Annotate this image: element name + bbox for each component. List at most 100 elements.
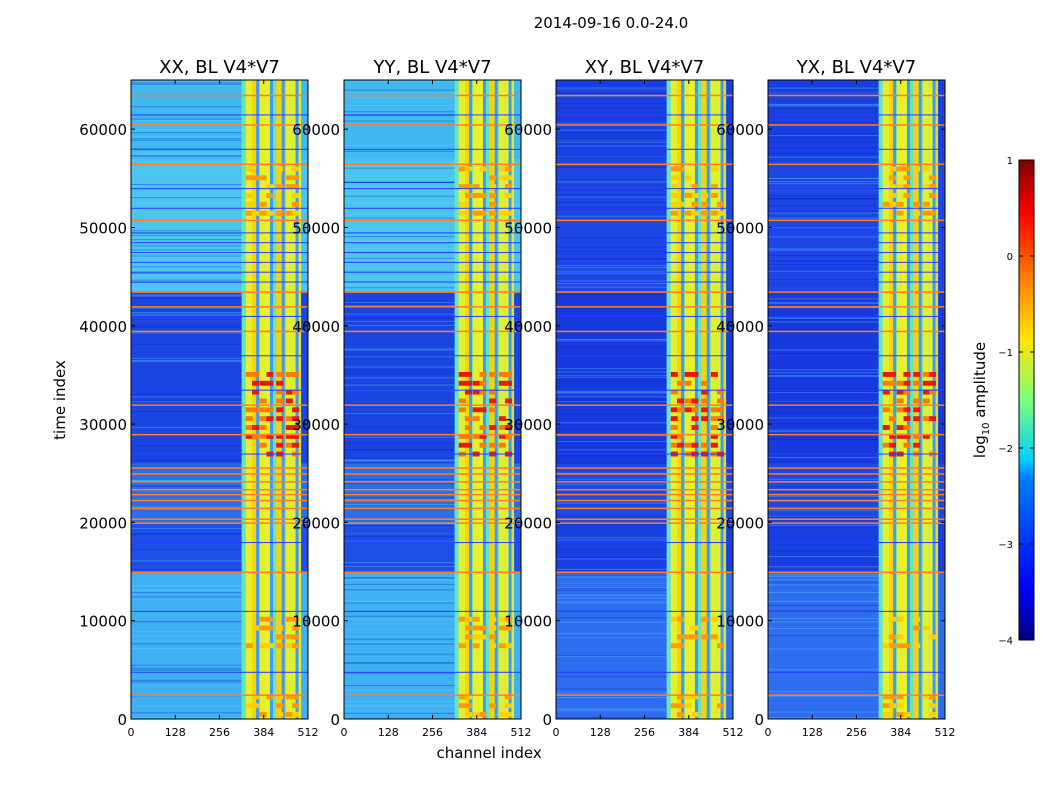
rfi-blob <box>458 433 466 439</box>
heatmap-texture <box>344 356 455 358</box>
heatmap-texture <box>556 89 667 91</box>
flag-line <box>556 507 733 510</box>
heatmap-texture <box>556 270 667 272</box>
y-tick-label: 10000 <box>716 613 764 631</box>
heatmap-texture <box>768 375 879 377</box>
rfi-blob <box>292 625 300 631</box>
rfi-blob <box>464 634 472 640</box>
rfi-blob <box>922 398 930 404</box>
heatmap-texture <box>556 502 667 504</box>
heatmap-texture <box>131 621 242 623</box>
heatmap-texture <box>131 670 242 672</box>
heatmap-texture <box>344 449 455 451</box>
heatmap-texture <box>556 292 667 294</box>
rfi-blob <box>266 193 274 198</box>
heatmap-texture <box>131 563 242 565</box>
rfi-blob <box>670 184 678 190</box>
rfi-blob <box>498 433 506 439</box>
rfi-blob <box>710 616 718 622</box>
y-tick-label: 60000 <box>504 121 552 139</box>
heatmap-texture <box>768 103 879 105</box>
rfi-blob <box>882 201 890 207</box>
rfi-blob <box>701 616 709 622</box>
gap-line <box>556 252 733 254</box>
rfi-blob <box>922 184 930 190</box>
x-tick-label: 128 <box>590 726 611 739</box>
rfi-blob <box>251 703 259 709</box>
flag-line <box>556 518 733 520</box>
rfi-blob <box>676 616 684 622</box>
rfi-blob <box>670 407 678 413</box>
rfi-blob <box>896 694 904 700</box>
rfi-blob <box>472 625 480 631</box>
heatmap-texture <box>556 556 667 558</box>
heatmap-texture <box>344 653 455 655</box>
flag-line <box>768 493 945 496</box>
rfi-blob <box>913 442 921 448</box>
rfi-blob <box>464 389 472 395</box>
gap-line <box>344 207 521 209</box>
rfi-blob <box>276 389 284 395</box>
heatmap-texture <box>344 712 455 714</box>
rfi-blob <box>684 175 692 181</box>
heatmap-texture <box>556 196 667 198</box>
rfi-blob <box>489 703 497 709</box>
rfi-blob <box>498 210 506 216</box>
heatmap-texture <box>556 391 667 393</box>
band-stripe <box>882 80 892 719</box>
rfi-blob <box>245 166 253 172</box>
heatmap-texture <box>556 282 667 284</box>
rfi-blob <box>489 371 497 377</box>
colorbar-label-base: log <box>971 435 989 458</box>
heatmap-texture <box>131 640 242 642</box>
heatmap-texture <box>768 669 879 671</box>
rfi-blob <box>472 184 480 190</box>
rfi-blob <box>903 416 911 422</box>
rfi-blob <box>266 407 274 413</box>
flag-line <box>344 499 521 502</box>
heatmap-texture <box>768 105 879 107</box>
rfi-blob <box>266 184 274 190</box>
rfi-blob <box>710 407 718 413</box>
heatmap-texture <box>344 165 455 167</box>
heatmap-texture <box>768 301 879 303</box>
heatmap-texture <box>131 236 242 238</box>
gap-line <box>556 188 733 190</box>
y-tick-label: 30000 <box>292 416 340 434</box>
heatmap-texture <box>768 491 879 493</box>
rfi-blob <box>464 166 472 172</box>
rfi-blob <box>922 433 930 439</box>
heatmap-texture <box>768 695 879 697</box>
rfi-blob <box>292 166 300 172</box>
rfi-blob <box>458 398 466 404</box>
heatmap-texture <box>131 528 242 530</box>
rfi-blob <box>259 712 267 717</box>
rfi-blob <box>245 407 253 413</box>
gap-line <box>344 610 521 612</box>
rfi-blob <box>489 425 497 430</box>
heatmap-texture <box>131 106 242 108</box>
flag-line <box>131 467 308 469</box>
heatmap-texture <box>768 349 879 351</box>
flag-line <box>768 330 945 333</box>
rfi-blob <box>266 416 274 422</box>
rfi-blob <box>276 166 284 172</box>
rfi-blob <box>259 442 267 448</box>
flag-line <box>131 473 308 475</box>
heatmap-texture <box>768 189 879 191</box>
heatmap-texture <box>768 524 879 526</box>
rfi-blob <box>472 616 480 622</box>
x-tick-label: 256 <box>209 726 230 739</box>
rfi-blob <box>292 184 300 190</box>
rfi-blob <box>903 371 911 377</box>
heatmap-texture <box>768 431 879 433</box>
heatmap-texture <box>131 664 242 666</box>
rfi-blob <box>913 625 921 631</box>
heatmap-texture <box>556 449 667 451</box>
rfi-blob <box>479 407 487 413</box>
rfi-blob <box>259 433 267 439</box>
gap-line <box>556 453 733 455</box>
heatmap-texture <box>556 145 667 147</box>
heatmap-texture <box>344 525 455 527</box>
band-stripe <box>245 80 255 719</box>
